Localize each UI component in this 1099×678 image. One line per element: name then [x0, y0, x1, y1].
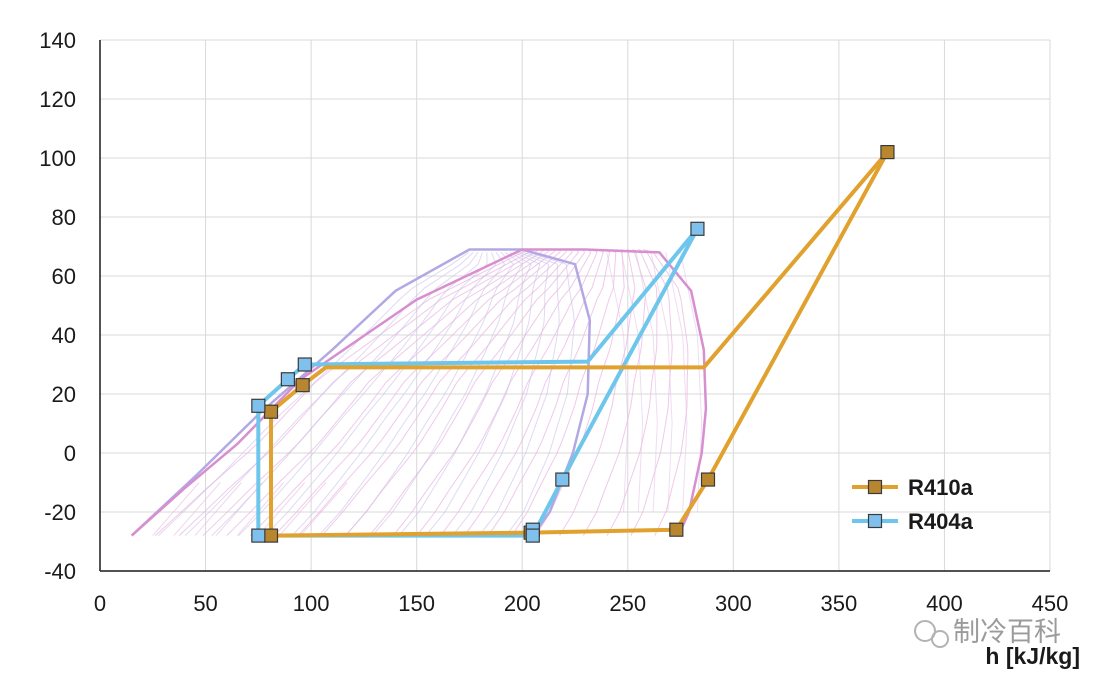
r410a-point-marker: [700, 472, 716, 487]
iso-line: [173, 482, 221, 536]
series: [251, 145, 895, 543]
iso-quality-line: [487, 249, 611, 536]
iso-line: [606, 252, 629, 513]
x-axis-label: h [kJ/kg]: [985, 643, 1080, 669]
x-tick-label: 400: [926, 591, 963, 616]
iso-line: [194, 482, 242, 536]
iso-quality-line: [371, 251, 523, 536]
iso-line: [650, 252, 673, 513]
iso-quality-line: [630, 249, 673, 536]
y-tick-label: -20: [44, 500, 76, 525]
iso-quality-line: [265, 252, 488, 536]
iso-line: [665, 252, 688, 513]
iso-quality-line: [238, 252, 483, 536]
iso-quality-line: [345, 249, 573, 536]
x-tick-labels: 0 50 100 150 200 250 300 350 400 450: [94, 591, 1068, 616]
R410a-saturation-dome: [130, 248, 708, 537]
iso-line: [300, 482, 348, 536]
r410a-cycle-line: [269, 150, 890, 538]
y-tick-label: 100: [39, 146, 76, 171]
r404a-point-marker: [555, 472, 570, 487]
r410a-point-marker: [669, 522, 684, 537]
y-tick-labels: -40 -20 0 20 40 60 80 100 120 140: [39, 28, 76, 584]
iso-line: [236, 482, 285, 536]
watermark-text: 制冷百科: [953, 617, 1061, 648]
iso-quality-line: [226, 249, 545, 536]
iso-line: [620, 252, 644, 513]
r404a-legend-marker: [867, 513, 883, 529]
y-tick-label: 20: [52, 382, 76, 407]
y-tick-label: 60: [52, 264, 76, 289]
y-tick-label: 0: [64, 441, 76, 466]
iso-quality-line: [452, 251, 550, 536]
iso-quality-line: [606, 249, 658, 536]
x-tick-label: 200: [504, 591, 541, 616]
iso-line: [152, 482, 200, 536]
iso-quality-line: [505, 251, 575, 536]
r410a-point-marker: [263, 528, 279, 543]
y-tick-label: 40: [52, 323, 76, 348]
iso-quality-line: [297, 249, 562, 536]
iso-quality-line: [321, 249, 567, 536]
iso-quality-line: [511, 249, 617, 536]
iso-quality-line: [250, 249, 551, 536]
r410a-point-marker: [263, 404, 279, 419]
iso-quality-line: [345, 252, 515, 536]
x-tick-label: 250: [609, 591, 646, 616]
iso-quality-line: [398, 251, 532, 536]
iso-quality-line: [559, 249, 636, 536]
iso-quality-line: [202, 249, 539, 536]
iso-quality-line: [464, 249, 604, 536]
r404a-legend-label: R404a: [908, 509, 974, 534]
r404a-point-marker: [690, 221, 705, 236]
r404a-point-marker: [525, 528, 540, 543]
watermark: 制冷百科: [914, 617, 1061, 648]
x-tick-label: 0: [94, 591, 106, 616]
iso-quality-line: [158, 251, 469, 536]
r404a-point-marker: [251, 398, 266, 413]
y-tick-label: 80: [52, 205, 76, 230]
iso-quality-line: [440, 249, 598, 536]
iso-quality-line: [291, 252, 497, 536]
x-tick-label: 350: [821, 591, 858, 616]
r404a-point-marker: [280, 372, 295, 387]
iso-line: [279, 482, 327, 536]
y-tick-label: -40: [44, 559, 76, 584]
r404a-cycle-line: [256, 226, 700, 538]
r410a-legend-label: R410a: [908, 475, 974, 500]
iso-quality-line: [369, 249, 579, 536]
r410a-point-marker: [295, 378, 310, 393]
r410a-legend-marker: [867, 479, 883, 495]
x-tick-label: 150: [398, 591, 435, 616]
r404a-point-marker: [297, 357, 312, 372]
iso-quality-line: [184, 252, 474, 536]
x-tick-label: 50: [193, 591, 217, 616]
iso-quality-line: [643, 249, 689, 536]
iso-quality-line: [425, 251, 541, 536]
iso-quality-line: [392, 249, 586, 536]
y-tick-label: 120: [39, 87, 76, 112]
iso-quality-line: [478, 251, 560, 536]
r410a-point-marker: [880, 145, 895, 160]
saturation-domes: [130, 248, 708, 537]
r404a-point-marker: [251, 528, 266, 543]
axes: [99, 40, 1050, 572]
y-tick-label: 140: [39, 28, 76, 53]
legend: R410a R404a: [852, 475, 974, 534]
iso-quality-line: [318, 252, 506, 536]
x-tick-label: 100: [293, 591, 330, 616]
iso-line: [257, 482, 306, 536]
iso-quality-line: [273, 249, 556, 536]
x-tick-label: 450: [1032, 591, 1069, 616]
watermark-logo: 制冷百科: [914, 617, 1061, 648]
x-tick-label: 300: [715, 591, 752, 616]
wechat-icon: [914, 620, 936, 642]
wechat-icon: [931, 630, 949, 648]
